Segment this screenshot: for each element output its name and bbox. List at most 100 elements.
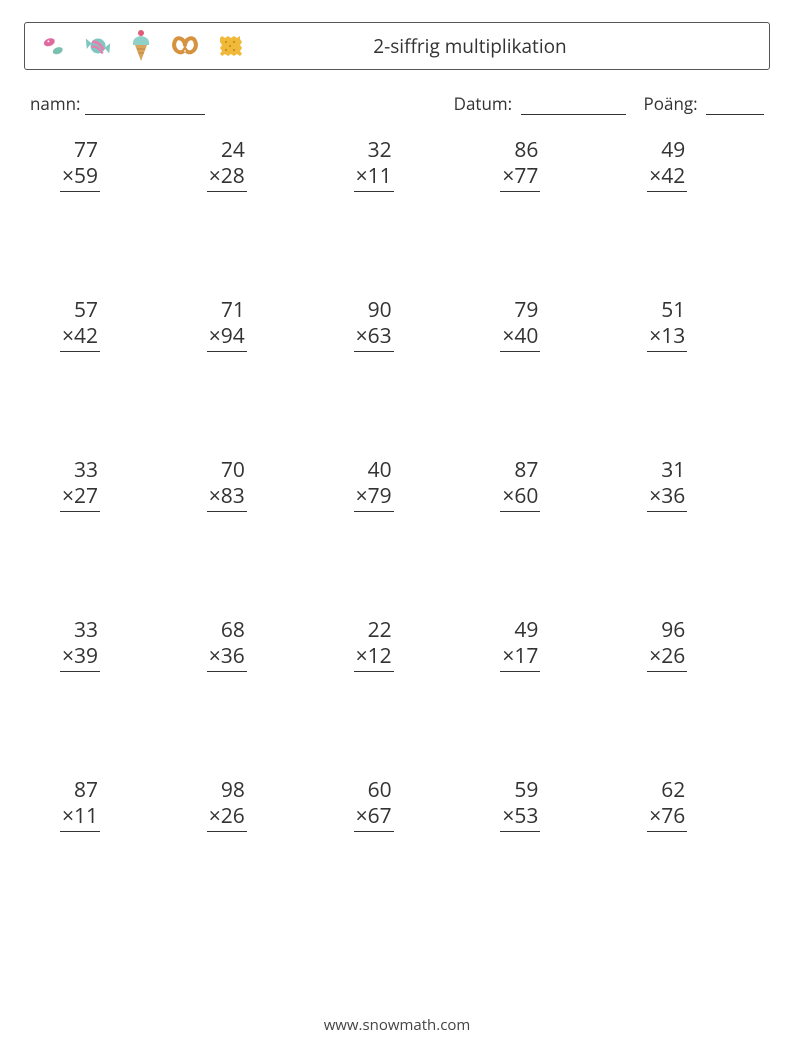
multiplication-problem: 71×94 — [207, 297, 247, 352]
problem-cell: 77×59 — [30, 129, 177, 289]
multiplicand: 22 — [354, 617, 394, 643]
problem-cell: 22×12 — [324, 609, 471, 769]
multiplicand: 32 — [354, 137, 394, 163]
multiplication-problem: 96×26 — [647, 617, 687, 672]
multiplication-problem: 59×53 — [500, 777, 540, 832]
multiplier-line: ×39 — [60, 643, 100, 671]
multiplier-line: ×11 — [60, 803, 100, 831]
multiplication-problem: 31×36 — [647, 457, 687, 512]
multiplicand: 33 — [60, 457, 100, 483]
problem-cell: 86×77 — [470, 129, 617, 289]
problem-cell: 40×79 — [324, 449, 471, 609]
multiplication-problem: 40×79 — [354, 457, 394, 512]
name-blank[interactable] — [85, 98, 205, 115]
multiplicand: 59 — [500, 777, 540, 803]
problem-cell: 98×26 — [177, 769, 324, 929]
multiplicand: 33 — [60, 617, 100, 643]
problem-cell: 62×76 — [617, 769, 764, 929]
problem-cell: 57×42 — [30, 289, 177, 449]
problem-cell: 33×27 — [30, 449, 177, 609]
multiplication-problem: 62×76 — [647, 777, 687, 832]
problem-cell: 59×53 — [470, 769, 617, 929]
problem-cell: 49×42 — [617, 129, 764, 289]
multiplication-problem: 87×11 — [60, 777, 100, 832]
multiplicand: 90 — [354, 297, 394, 323]
multiplier-line: ×12 — [354, 643, 394, 671]
multiplication-problem: 49×17 — [500, 617, 540, 672]
problem-cell: 68×36 — [177, 609, 324, 769]
multiplier-line: ×59 — [60, 163, 100, 191]
footer-url: www.snowmath.com — [0, 1015, 794, 1035]
name-label: namn: — [30, 92, 81, 115]
multiplier-line: ×40 — [500, 323, 540, 351]
multiplication-problem: 32×11 — [354, 137, 394, 192]
problem-cell: 31×36 — [617, 449, 764, 609]
multiplier-line: ×42 — [60, 323, 100, 351]
multiplication-problem: 79×40 — [500, 297, 540, 352]
multiplicand: 49 — [500, 617, 540, 643]
problem-cell: 71×94 — [177, 289, 324, 449]
multiplicand: 86 — [500, 137, 540, 163]
multiplication-problem: 33×27 — [60, 457, 100, 512]
multiplication-problem: 57×42 — [60, 297, 100, 352]
multiplication-problem: 60×67 — [354, 777, 394, 832]
problem-cell: 87×11 — [30, 769, 177, 929]
multiplier-line: ×60 — [500, 483, 540, 511]
multiplicand: 62 — [647, 777, 687, 803]
multiplication-problem: 98×26 — [207, 777, 247, 832]
problem-cell: 90×63 — [324, 289, 471, 449]
problem-cell: 49×17 — [470, 609, 617, 769]
multiplicand: 98 — [207, 777, 247, 803]
multiplier-line: ×77 — [500, 163, 540, 191]
problem-cell: 24×28 — [177, 129, 324, 289]
multiplier-line: ×79 — [354, 483, 394, 511]
problem-cell: 70×83 — [177, 449, 324, 609]
multiplication-problem: 33×39 — [60, 617, 100, 672]
multiplier-line: ×13 — [647, 323, 687, 351]
problem-cell: 60×67 — [324, 769, 471, 929]
multiplication-problem: 68×36 — [207, 617, 247, 672]
multiplicand: 68 — [207, 617, 247, 643]
multiplier-line: ×17 — [500, 643, 540, 671]
multiplicand: 31 — [647, 457, 687, 483]
multiplication-problem: 86×77 — [500, 137, 540, 192]
multiplicand: 51 — [647, 297, 687, 323]
problem-cell: 32×11 — [324, 129, 471, 289]
date-label: Datum: — [454, 92, 512, 115]
multiplication-problem: 24×28 — [207, 137, 247, 192]
multiplication-problem: 49×42 — [647, 137, 687, 192]
multiplier-line: ×26 — [647, 643, 687, 671]
multiplicand: 96 — [647, 617, 687, 643]
multiplier-line: ×63 — [354, 323, 394, 351]
multiplier-line: ×83 — [207, 483, 247, 511]
multiplication-problem: 22×12 — [354, 617, 394, 672]
ice-cream-icon — [127, 29, 155, 63]
score-blank[interactable] — [706, 98, 764, 115]
multiplication-problem: 70×83 — [207, 457, 247, 512]
multiplication-problem: 87×60 — [500, 457, 540, 512]
multiplier-line: ×67 — [354, 803, 394, 831]
date-blank[interactable] — [521, 98, 626, 115]
multiplicand: 87 — [500, 457, 540, 483]
multiplication-problem: 90×63 — [354, 297, 394, 352]
multiplicand: 24 — [207, 137, 247, 163]
pretzel-icon — [169, 31, 201, 61]
problem-cell: 87×60 — [470, 449, 617, 609]
multiplier-line: ×36 — [647, 483, 687, 511]
info-line: namn: Datum: Poäng: — [30, 92, 764, 115]
multiplicand: 71 — [207, 297, 247, 323]
multiplier-line: ×36 — [207, 643, 247, 671]
wrapped-candy-icon — [83, 31, 113, 61]
multiplier-line: ×53 — [500, 803, 540, 831]
header-icons — [39, 29, 245, 63]
candy-icon — [39, 31, 69, 61]
problem-cell: 96×26 — [617, 609, 764, 769]
problem-cell: 79×40 — [470, 289, 617, 449]
multiplicand: 87 — [60, 777, 100, 803]
multiplication-problem: 77×59 — [60, 137, 100, 192]
problems-grid: 77×5924×2832×1186×7749×4257×4271×9490×63… — [24, 129, 770, 929]
multiplicand: 60 — [354, 777, 394, 803]
multiplicand: 40 — [354, 457, 394, 483]
problem-cell: 33×39 — [30, 609, 177, 769]
multiplier-line: ×94 — [207, 323, 247, 351]
